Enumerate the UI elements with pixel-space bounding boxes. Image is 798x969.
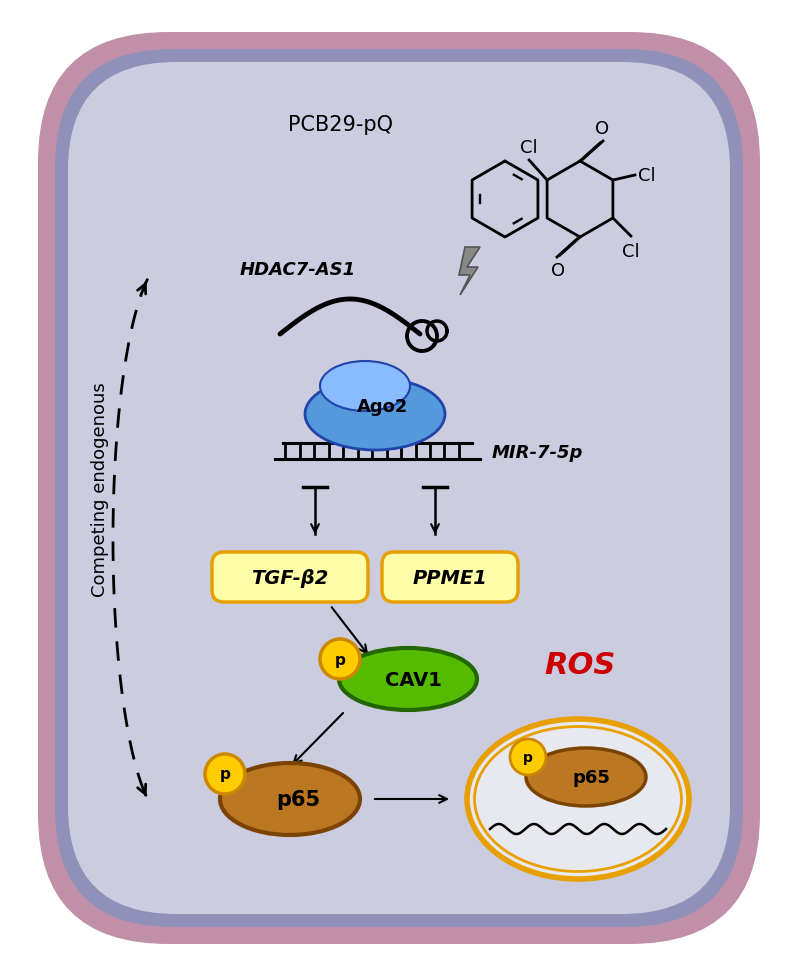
Text: Cl: Cl: [638, 167, 655, 185]
FancyBboxPatch shape: [212, 552, 368, 603]
Ellipse shape: [510, 739, 546, 775]
Text: Cl: Cl: [622, 243, 640, 261]
Polygon shape: [459, 248, 480, 296]
Ellipse shape: [220, 764, 360, 835]
Text: Cl: Cl: [520, 139, 538, 157]
Text: p: p: [219, 766, 231, 782]
Ellipse shape: [205, 754, 245, 795]
Text: O: O: [551, 262, 565, 280]
Ellipse shape: [526, 748, 646, 806]
Ellipse shape: [320, 640, 360, 679]
FancyBboxPatch shape: [38, 33, 760, 944]
Ellipse shape: [467, 719, 689, 879]
Ellipse shape: [320, 361, 410, 412]
Text: MIR-7-5p: MIR-7-5p: [492, 444, 583, 461]
Text: Competing endogenous: Competing endogenous: [91, 382, 109, 597]
Ellipse shape: [339, 648, 477, 710]
Text: p65: p65: [276, 789, 320, 809]
Text: p65: p65: [572, 768, 610, 786]
Text: HDAC7-AS1: HDAC7-AS1: [240, 261, 356, 279]
Text: CAV1: CAV1: [385, 670, 441, 689]
Text: p: p: [523, 750, 533, 765]
Text: PCB29-pQ: PCB29-pQ: [287, 115, 393, 135]
Text: ROS: ROS: [544, 650, 616, 679]
FancyBboxPatch shape: [382, 552, 518, 603]
Text: PPME1: PPME1: [413, 568, 488, 587]
Text: p: p: [334, 652, 346, 667]
Text: Ago2: Ago2: [358, 397, 409, 416]
FancyBboxPatch shape: [68, 63, 730, 914]
FancyBboxPatch shape: [55, 50, 743, 927]
Text: O: O: [595, 120, 609, 138]
Text: TGF-β2: TGF-β2: [251, 568, 329, 587]
Ellipse shape: [305, 379, 445, 451]
